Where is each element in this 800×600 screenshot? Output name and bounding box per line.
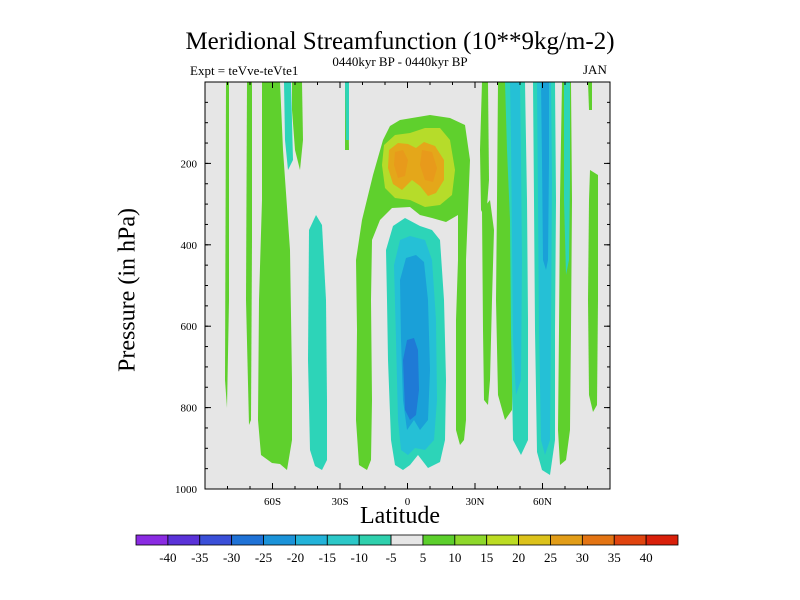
colorbar-swatch (231, 534, 264, 546)
contour-teal-column-4 (510, 82, 522, 395)
y-tick-label: 1000 (175, 484, 198, 496)
colorbar-swatch (550, 534, 583, 546)
colorbar-swatch (390, 534, 424, 546)
colorbar-label: 5 (420, 550, 427, 565)
contour-blue-cell (403, 338, 419, 420)
x-tick-label: 60S (264, 496, 281, 508)
minor-ticks (204, 81, 611, 490)
colorbar-label: -35 (191, 550, 208, 565)
contour-green-band-10 (588, 170, 598, 412)
x-tick-label: 30N (466, 496, 485, 508)
colorbar-label: -15 (319, 550, 336, 565)
colorbar-label: -30 (223, 550, 240, 565)
contour-green-band-1 (225, 82, 229, 408)
y-tick-label: 600 (181, 321, 198, 333)
contour-cyan-column-2 (308, 215, 327, 470)
colorbar-label: 10 (448, 550, 461, 565)
contour-green-band-7 (482, 200, 494, 405)
chart-title: Meridional Streamfunction (10**9kg/m-2) (185, 28, 615, 55)
colorbar-swatch (454, 534, 488, 546)
colorbar-label: 15 (480, 550, 493, 565)
y-tick-label: 200 (181, 158, 198, 170)
colorbar-swatch (295, 534, 328, 546)
y-tick-label: 800 (181, 403, 198, 415)
colorbar-swatch (581, 534, 615, 546)
colorbar-swatch (326, 534, 360, 546)
colorbar-swatch (486, 534, 519, 546)
colorbar-swatch (263, 534, 296, 546)
experiment-label: Expt = teVve-teVte1 (190, 63, 299, 78)
x-tick-label: 60N (533, 496, 552, 508)
x-axis-label: Latitude (360, 503, 440, 529)
x-tick-label: 0 (405, 496, 411, 508)
x-tick-label: 30S (331, 496, 348, 508)
colorbar-swatch (422, 534, 456, 546)
contour-green-band-3 (258, 82, 292, 470)
contour-zero-gap (374, 210, 456, 460)
colorbar-swatch (518, 534, 551, 546)
colorbar-label: -20 (287, 550, 304, 565)
colorbar-label: 20 (512, 550, 525, 565)
colorbar-swatch (613, 534, 647, 546)
contour-green-band-2 (246, 82, 252, 425)
colorbar-swatch (167, 534, 201, 546)
contour-green-band-6 (480, 82, 489, 220)
contour-lightblue-column-5 (541, 82, 549, 270)
month-label: JAN (583, 62, 607, 77)
colorbar-label: -5 (386, 550, 397, 565)
colorbar-label: 40 (640, 550, 653, 565)
contour-cyan-column-3 (345, 82, 349, 140)
colorbar-label: -25 (255, 550, 272, 565)
contour-green-band-11 (588, 82, 592, 110)
y-tick-label: 400 (181, 240, 198, 252)
colorbar-label: 25 (544, 550, 557, 565)
contour-orange-inner-2 (420, 150, 437, 182)
contour-cyan-column-1 (284, 82, 293, 170)
contour-orange-inner (394, 150, 408, 178)
contour-green-band-4 (292, 82, 303, 170)
colorbar-swatch (135, 534, 169, 546)
colorbar-label: -10 (351, 550, 368, 565)
colorbar-label: 35 (608, 550, 621, 565)
contour-fill-layer (225, 82, 598, 475)
colorbar-swatch (358, 534, 392, 546)
colorbar-label: -40 (159, 550, 176, 565)
x-axis-ticks: 60S 30S 0 30N 60N (264, 82, 552, 508)
colorbar-swatch (645, 534, 679, 546)
colorbar-label: 30 (576, 550, 589, 565)
contour-cyan-column-6 (564, 82, 570, 275)
colorbar-swatch (199, 534, 233, 546)
colorbar: -40 -35 -30 -25 -20 -15 -10 -5 5 10 15 20 25 30 35 40 (135, 534, 679, 565)
time-range-label: 0440kyr BP - 0440kyr BP (332, 54, 468, 69)
